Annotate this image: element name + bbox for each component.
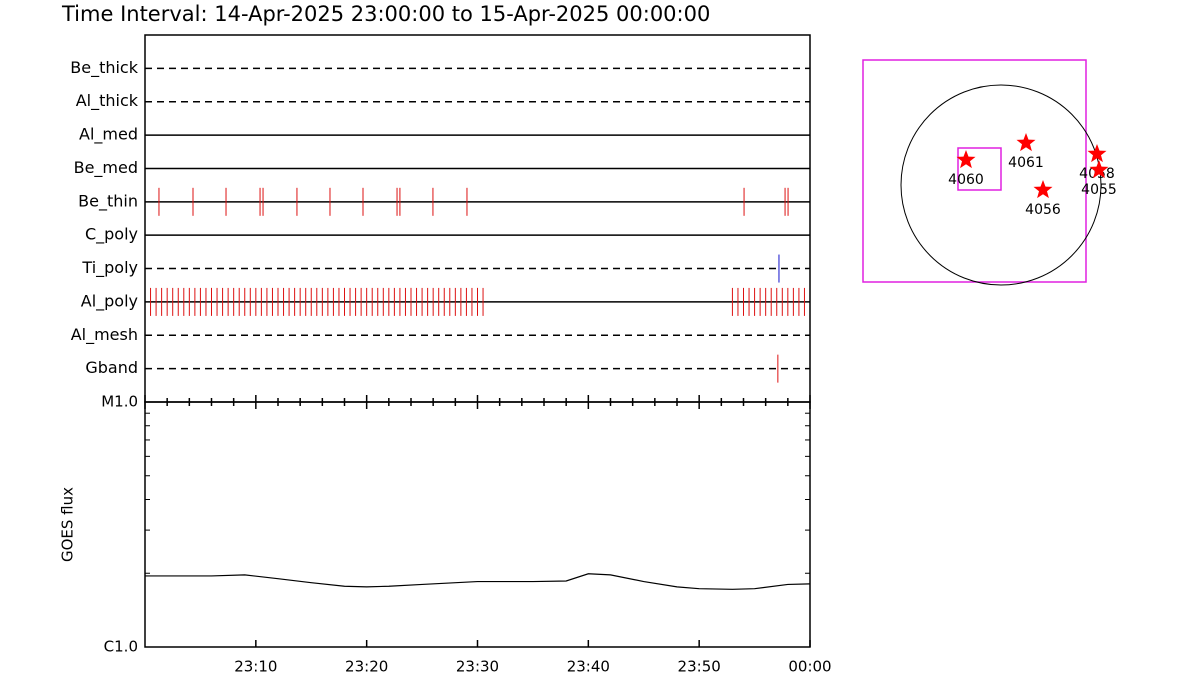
row-label: Be_thin [78, 191, 138, 211]
region-star [1087, 144, 1107, 163]
x-tick-label: 23:20 [345, 658, 388, 676]
row-label: Al_mesh [71, 325, 138, 345]
x-tick-label: 23:10 [234, 658, 277, 676]
y-tick-label: C1.0 [104, 638, 138, 656]
region-star [1089, 160, 1109, 179]
region-label: 4061 [1008, 155, 1044, 171]
region-star [956, 150, 976, 169]
y-tick-label: M1.0 [101, 393, 138, 411]
x-tick-label: 23:40 [567, 658, 610, 676]
row-label: Al_med [79, 125, 138, 145]
event-panel-frame [144, 34, 811, 403]
row-label: Be_med [74, 158, 138, 178]
region-star [1016, 133, 1036, 152]
row-label: Gband [85, 358, 138, 377]
row-label: Al_poly [81, 291, 138, 311]
goes-curve [145, 573, 811, 590]
row-label: Al_thick [76, 91, 139, 111]
region-label: 4060 [948, 172, 984, 188]
region-label: 4055 [1081, 182, 1117, 198]
solar-map [862, 59, 1102, 286]
x-tick-label: 23:30 [456, 658, 499, 676]
fov-box [862, 59, 1087, 283]
solar-limb [900, 84, 1102, 286]
row-label: C_poly [85, 225, 138, 245]
y-axis-label: GOES flux [59, 487, 77, 562]
region-label: 4056 [1025, 202, 1061, 218]
title: Time Interval: 14-Apr-2025 23:00:00 to 1… [61, 2, 710, 26]
goes-panel-frame [144, 401, 811, 648]
pointing-box [957, 147, 1002, 191]
x-tick-label: 00:00 [788, 658, 831, 676]
region-star [1033, 180, 1053, 199]
row-label: Be_thick [70, 58, 138, 78]
row-label: Ti_poly [81, 258, 138, 278]
x-tick-label: 23:50 [678, 658, 721, 676]
